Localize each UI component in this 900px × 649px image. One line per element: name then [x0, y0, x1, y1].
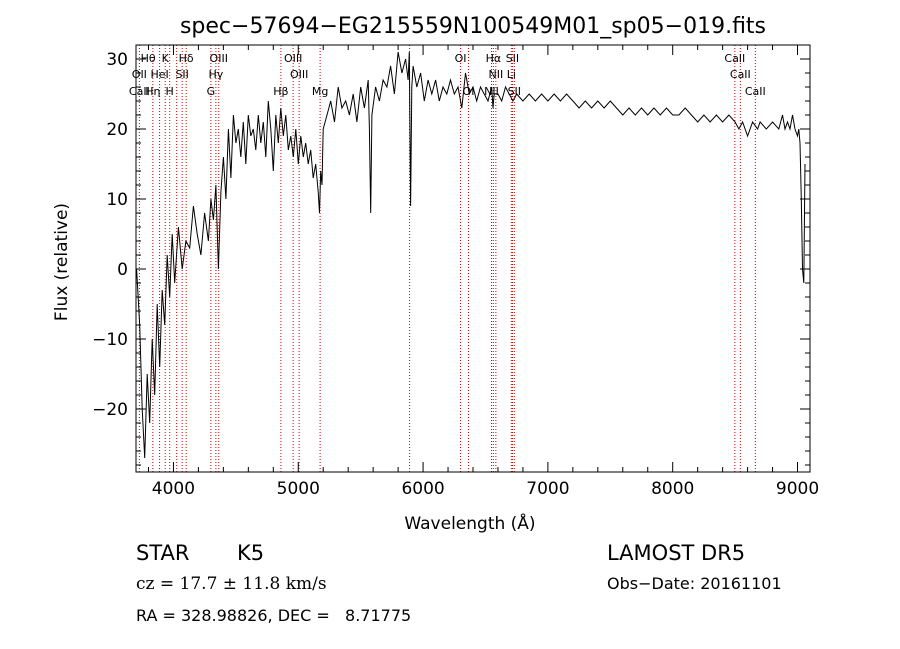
line-label-17: CaII	[129, 85, 150, 98]
y-tick-label-2: 0	[117, 260, 128, 280]
y-tick-label-3: 10	[106, 190, 128, 210]
line-label-1: K	[162, 52, 170, 65]
line-label-9: OII	[132, 68, 147, 81]
axis-ticks: 4000 5000 6000 7000 8000 9000 −20 −10 0 10 20 30	[92, 44, 819, 499]
line-label-5: OI	[455, 52, 467, 65]
line-label-26: CaII	[745, 85, 766, 98]
line-label-24: NII	[484, 85, 499, 98]
line-label-10: HeI	[150, 68, 168, 81]
line-label-21: Hβ	[273, 85, 288, 98]
line-label-6: Hα	[486, 52, 502, 65]
line-label-12: Hγ	[208, 68, 223, 81]
line-label-13: OIII	[290, 68, 308, 81]
line-label-4: OIII	[284, 52, 302, 65]
plot-frame	[135, 44, 811, 473]
redshift-velocity: cz = 17.7 ± 11.8 km/s	[136, 574, 327, 594]
y-tick-label-5: 30	[106, 50, 128, 70]
x-tick-label-2: 6000	[401, 479, 444, 499]
line-label-19: H	[166, 85, 174, 98]
y-tick-label-1: −10	[92, 330, 128, 350]
coordinates: RA = 328.98826, DEC = 8.71775	[136, 606, 412, 625]
line-label-20: G	[207, 85, 216, 98]
y-tick-label-0: −20	[92, 400, 128, 420]
line-label-3: OIII	[210, 52, 228, 65]
line-label-11: SII	[175, 68, 188, 81]
object-class: STAR	[136, 541, 190, 565]
x-tick-label-5: 9000	[776, 479, 819, 499]
line-label-2: Hδ	[179, 52, 194, 65]
x-tick-label-3: 7000	[526, 479, 569, 499]
survey-name: LAMOST DR5	[607, 541, 746, 565]
x-tick-label-0: 4000	[152, 479, 195, 499]
line-label-15: Li	[507, 68, 516, 81]
line-label-18: Hη	[145, 85, 160, 98]
line-label-16: CaII	[730, 68, 751, 81]
x-tick-label-4: 8000	[651, 479, 694, 499]
chart-title: spec−57694−EG215559N100549M01_sp05−019.f…	[180, 14, 766, 39]
emission-line-markers	[138, 45, 756, 472]
line-label-14: NII	[488, 68, 503, 81]
x-axis-label: Wavelength (Å)	[404, 512, 535, 534]
line-label-0: Hθ	[141, 52, 156, 65]
spectrum-line	[136, 51, 806, 459]
line-label-22: Mg	[312, 85, 328, 98]
object-subclass: K5	[237, 541, 265, 565]
line-label-7: SII	[506, 52, 519, 65]
line-label-8: CaII	[724, 52, 745, 65]
y-tick-label-4: 20	[106, 120, 128, 140]
observation-date: Obs−Date: 20161101	[607, 574, 782, 593]
x-tick-label-1: 5000	[277, 479, 320, 499]
y-axis-label: Flux (relative)	[52, 203, 72, 321]
